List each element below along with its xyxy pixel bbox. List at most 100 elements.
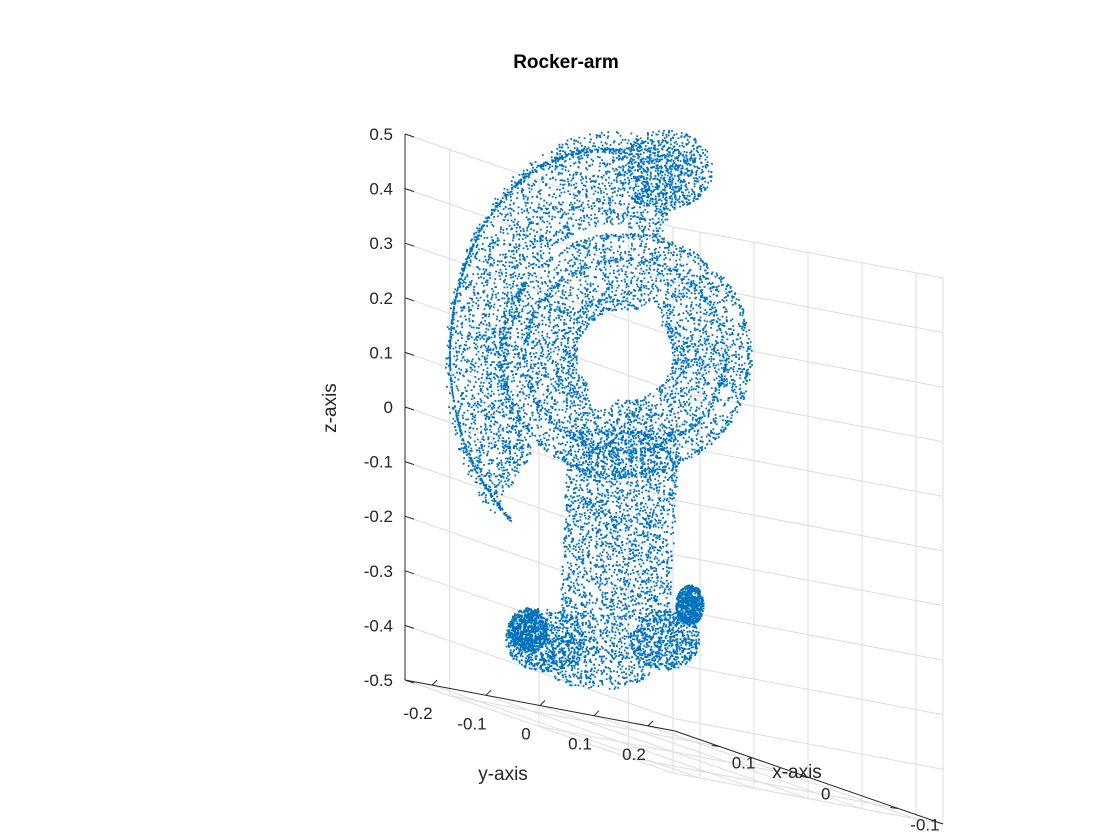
data-point: [738, 353, 740, 356]
data-point: [735, 353, 737, 356]
data-point: [539, 228, 542, 231]
data-point: [649, 151, 652, 154]
axes: [404, 133, 944, 825]
data-point: [491, 416, 494, 419]
data-point: [686, 139, 689, 141]
data-point: [603, 266, 606, 269]
data-point: [539, 216, 541, 219]
data-point: [655, 133, 658, 136]
data-point: [497, 447, 499, 450]
data-point: [630, 247, 633, 250]
data-point: [668, 386, 671, 389]
data-point: [676, 377, 678, 380]
data-point: [608, 208, 611, 211]
data-point: [456, 371, 458, 374]
data-point: [700, 178, 703, 181]
data-point: [552, 385, 555, 388]
data-point: [648, 195, 650, 198]
data-point: [635, 470, 637, 473]
data-point: [741, 364, 743, 367]
data-point: [645, 413, 648, 415]
data-point: [681, 181, 684, 183]
data-point: [723, 380, 726, 383]
data-point: [665, 193, 667, 196]
data-point: [559, 229, 562, 232]
data-point: [462, 264, 465, 267]
data-point: [494, 278, 497, 280]
data-point: [663, 137, 666, 139]
data-point: [516, 315, 519, 317]
data-point: [454, 288, 457, 291]
data-point: [548, 270, 550, 273]
data-point: [544, 374, 546, 376]
data-point: [520, 433, 522, 436]
data-point: [477, 299, 480, 302]
data-point: [584, 246, 587, 249]
data-point: [529, 446, 532, 449]
data-point: [627, 427, 630, 430]
data-point: [613, 169, 616, 172]
data-point: [678, 150, 680, 153]
data-point: [565, 346, 568, 349]
data-point: [501, 414, 504, 417]
data-point: [470, 280, 473, 282]
data-point: [679, 171, 682, 173]
data-point: [593, 421, 596, 424]
data-point: [486, 454, 488, 457]
data-point: [664, 267, 666, 270]
data-point: [740, 371, 742, 373]
data-point: [594, 181, 597, 184]
data-point: [539, 287, 542, 290]
data-point: [484, 249, 487, 252]
data-point: [715, 364, 717, 367]
data-point: [518, 238, 520, 241]
data-point: [538, 341, 541, 343]
data-point: [627, 469, 629, 472]
data-point: [704, 154, 707, 156]
data-point: [446, 357, 449, 360]
data-point: [685, 162, 687, 165]
data-point: [505, 214, 507, 216]
data-point: [706, 426, 708, 428]
data-point: [524, 236, 527, 239]
data-point: [657, 174, 660, 177]
data-point: [492, 245, 494, 248]
data-point: [628, 293, 631, 296]
data-point: [578, 337, 580, 339]
data-point: [564, 281, 567, 283]
data-point: [690, 151, 693, 153]
data-point: [528, 444, 531, 447]
data-point: [611, 285, 613, 287]
data-point: [617, 190, 620, 192]
data-point: [456, 320, 459, 322]
data-point: [687, 175, 690, 178]
data-point: [475, 297, 478, 299]
data-point: [504, 279, 506, 281]
data-point: [589, 141, 591, 144]
data-point: [685, 201, 688, 203]
data-point: [514, 304, 517, 307]
data-point: [716, 302, 719, 304]
data-point: [491, 264, 494, 267]
data-point: [521, 439, 524, 442]
data-point: [569, 149, 572, 152]
data-point: [646, 199, 649, 202]
data-point: [485, 268, 488, 271]
data-point: [714, 420, 717, 422]
data-point: [706, 150, 709, 153]
data-point: [480, 431, 482, 434]
data-point: [670, 424, 673, 426]
data-point: [692, 317, 695, 320]
data-point: [508, 460, 510, 463]
data-point: [532, 222, 534, 225]
data-point: [587, 216, 590, 219]
data-point: [669, 165, 671, 168]
data-point: [610, 407, 612, 410]
data-point: [546, 389, 548, 391]
data-point: [461, 414, 464, 417]
data-point: [620, 174, 623, 176]
data-point: [665, 312, 668, 314]
data-point: [682, 312, 685, 314]
data-point: [468, 284, 471, 286]
z-tick-mark: [404, 515, 415, 520]
